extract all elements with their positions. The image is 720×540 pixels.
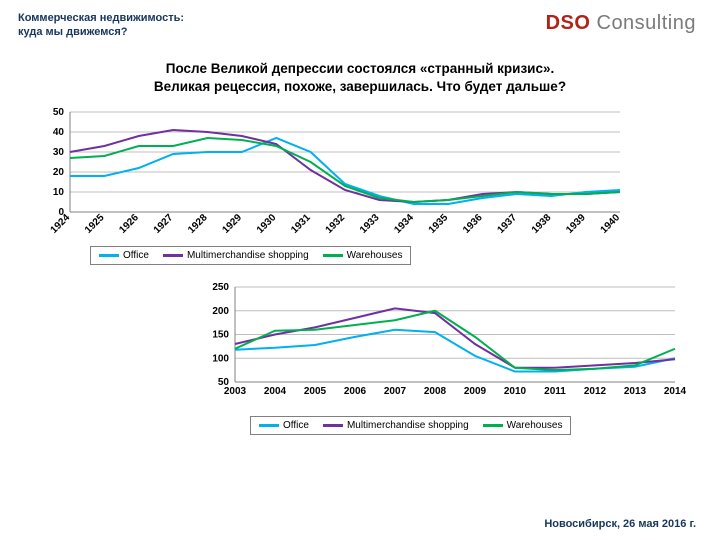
chart1-legend: Office Multimerchandise shopping Warehouse… (90, 246, 411, 265)
svg-text:200: 200 (212, 306, 229, 317)
svg-text:1934: 1934 (392, 212, 416, 236)
svg-text:1936: 1936 (461, 212, 485, 236)
svg-text:2010: 2010 (504, 386, 527, 397)
title-line1: После Великой депрессии состоялся «стран… (20, 60, 700, 78)
svg-text:2006: 2006 (344, 386, 367, 397)
svg-text:2014: 2014 (664, 386, 687, 397)
legend-item: Multimerchandise shopping (163, 250, 309, 261)
svg-text:1937: 1937 (495, 212, 519, 236)
svg-text:2007: 2007 (384, 386, 407, 397)
chart1: 0102030405019241925192619271928192919301… (20, 104, 640, 244)
svg-text:1931: 1931 (289, 212, 313, 236)
svg-text:1940: 1940 (599, 212, 623, 236)
legend-item: Warehouses (323, 250, 403, 261)
svg-text:1932: 1932 (324, 212, 348, 236)
svg-text:1939: 1939 (564, 212, 588, 236)
svg-text:2005: 2005 (304, 386, 327, 397)
logo-suffix: Consulting (590, 12, 696, 34)
svg-text:30: 30 (53, 147, 65, 158)
svg-text:2008: 2008 (424, 386, 447, 397)
svg-text:20: 20 (53, 167, 65, 178)
slide-title: После Великой депрессии состоялся «стран… (20, 60, 700, 96)
chart2-legend: Office Multimerchandise shopping Warehouse… (250, 416, 571, 435)
legend-item: Office (99, 250, 149, 261)
svg-text:1926: 1926 (117, 212, 141, 236)
svg-text:1930: 1930 (255, 212, 279, 236)
legend-label: Warehouses (347, 250, 403, 261)
legend-swatch (323, 424, 343, 427)
header-line2: куда мы движемся? (18, 26, 184, 40)
svg-text:2004: 2004 (264, 386, 287, 397)
legend-swatch (99, 254, 119, 257)
chart2: 5010015020025020032004200520062007200820… (180, 279, 700, 414)
legend-item: Warehouses (483, 420, 563, 431)
logo: DSO Consulting (546, 12, 696, 35)
legend-swatch (483, 424, 503, 427)
header-line1: Коммерческая недвижимость: (18, 12, 184, 26)
logo-prefix: DSO (546, 12, 591, 34)
svg-text:2009: 2009 (464, 386, 487, 397)
legend-label: Multimerchandise shopping (347, 420, 469, 431)
svg-text:50: 50 (53, 107, 65, 118)
svg-text:40: 40 (53, 127, 65, 138)
chart2-wrap: 5010015020025020032004200520062007200820… (180, 279, 720, 435)
legend-label: Office (123, 250, 149, 261)
svg-text:1929: 1929 (220, 212, 244, 236)
svg-text:150: 150 (212, 329, 229, 340)
svg-text:100: 100 (212, 353, 229, 364)
svg-text:10: 10 (53, 187, 65, 198)
slide-header: Коммерческая недвижимость: куда мы движе… (0, 0, 720, 42)
legend-item: Office (259, 420, 309, 431)
legend-item: Multimerchandise shopping (323, 420, 469, 431)
title-line2: Великая рецессия, похоже, завершилась. Ч… (20, 78, 700, 96)
svg-text:1935: 1935 (427, 212, 451, 236)
legend-swatch (163, 254, 183, 257)
svg-text:1925: 1925 (83, 212, 107, 236)
legend-label: Office (283, 420, 309, 431)
svg-text:1927: 1927 (152, 212, 176, 236)
header-subtitle: Коммерческая недвижимость: куда мы движе… (18, 12, 184, 40)
svg-text:2011: 2011 (544, 386, 566, 397)
svg-text:1933: 1933 (358, 212, 382, 236)
svg-text:1928: 1928 (186, 212, 210, 236)
footer-text: Новосибирск, 26 мая 2016 г. (544, 518, 696, 530)
svg-text:1924: 1924 (49, 212, 73, 236)
svg-text:2003: 2003 (224, 386, 247, 397)
svg-text:2013: 2013 (624, 386, 647, 397)
legend-swatch (259, 424, 279, 427)
legend-swatch (323, 254, 343, 257)
chart1-wrap: 0102030405019241925192619271928192919301… (20, 104, 720, 265)
svg-text:250: 250 (212, 282, 229, 293)
legend-label: Multimerchandise shopping (187, 250, 309, 261)
svg-text:2012: 2012 (584, 386, 607, 397)
legend-label: Warehouses (507, 420, 563, 431)
svg-text:1938: 1938 (530, 212, 554, 236)
